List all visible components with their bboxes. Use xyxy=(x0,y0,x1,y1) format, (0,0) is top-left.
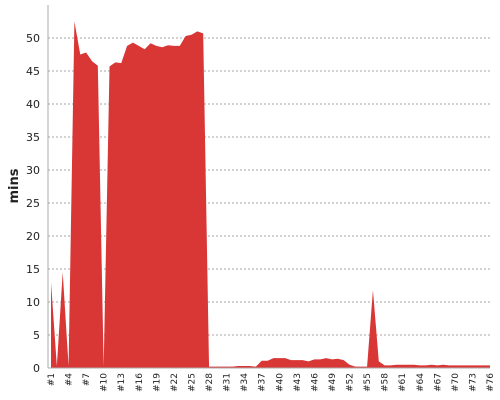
x-tick-label: #19 xyxy=(152,373,162,392)
x-tick-label: #49 xyxy=(328,373,338,392)
x-tick-label: #28 xyxy=(205,373,215,392)
y-tick-label: 35 xyxy=(26,131,40,144)
x-tick-label: #40 xyxy=(275,373,285,392)
y-tick-label: 15 xyxy=(26,263,40,276)
x-tick-labels: #1 #4 #7 #10 #13 #16 #19 #22 #25 #28 #31 #34 #37 #40 #… xyxy=(47,373,496,392)
x-tick-label: #70 xyxy=(451,373,461,392)
y-tick-label: 45 xyxy=(26,65,40,78)
x-tick-label: #7 xyxy=(82,373,92,386)
x-tick-label: #22 xyxy=(170,373,180,392)
x-tick-label: #55 xyxy=(363,373,373,392)
area-fill xyxy=(51,21,490,368)
axes xyxy=(47,5,490,369)
x-tick-label: #4 xyxy=(65,373,75,387)
y-tick-label: 5 xyxy=(33,329,40,342)
y-tick-label: 0 xyxy=(33,362,40,375)
y-tick-labels: 0 5 10 15 20 25 30 35 40 45 50 xyxy=(26,32,40,375)
x-tick-label: #34 xyxy=(240,373,250,392)
x-tick-label: #43 xyxy=(293,373,303,392)
x-tick-label: #61 xyxy=(398,373,408,392)
x-tick-label: #16 xyxy=(135,373,145,392)
y-tick-label: 40 xyxy=(26,98,40,111)
x-tick-label: #64 xyxy=(416,373,426,392)
y-tick-label: 50 xyxy=(26,32,40,45)
x-tick-label: #67 xyxy=(433,373,443,392)
x-tick-label: #46 xyxy=(310,373,320,392)
area-series xyxy=(51,21,490,368)
y-tick-label: 20 xyxy=(26,230,40,243)
x-tick-label: #37 xyxy=(258,373,268,392)
x-tick-label: #13 xyxy=(117,373,127,392)
x-tick-label: #52 xyxy=(346,373,356,392)
x-tick-label: #76 xyxy=(486,373,496,392)
y-tick-label: 25 xyxy=(26,197,40,210)
x-tick-label: #73 xyxy=(468,373,478,392)
y-tick-label: 10 xyxy=(26,296,40,309)
y-tick-label: 30 xyxy=(26,164,40,177)
x-tick-label: #1 xyxy=(47,373,57,386)
y-axis-label: mins xyxy=(7,168,22,203)
x-tick-label: #58 xyxy=(381,373,391,392)
x-tick-label: #31 xyxy=(223,373,233,392)
x-tick-label: #10 xyxy=(100,373,110,392)
x-tick-label: #25 xyxy=(188,373,198,392)
